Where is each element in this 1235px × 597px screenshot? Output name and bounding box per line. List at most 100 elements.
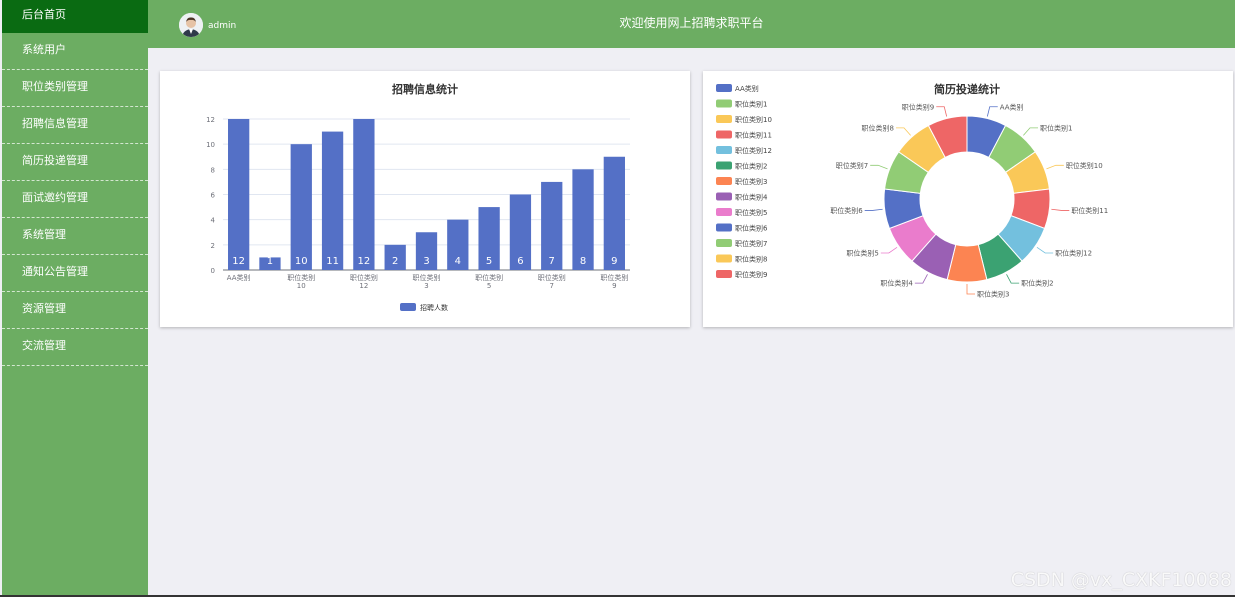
bar-value-label: 10 bbox=[295, 256, 308, 267]
sidebar-item-resources[interactable]: 资源管理 bbox=[2, 292, 148, 329]
sidebar-item-interview-invitations[interactable]: 面试邀约管理 bbox=[2, 181, 148, 218]
sidebar-item-resume-submissions[interactable]: 简历投递管理 bbox=[2, 144, 148, 181]
legend-swatch[interactable] bbox=[716, 115, 732, 123]
pie-slice-label: 职位类别4 bbox=[880, 279, 913, 288]
legend-label[interactable]: 职位类别3 bbox=[735, 177, 767, 186]
x-tick-label: AA类别 bbox=[227, 273, 251, 282]
sidebar-item-home[interactable]: 后台首页 bbox=[2, 0, 148, 33]
legend-swatch[interactable] bbox=[716, 192, 732, 201]
x-tick-label: 5 bbox=[487, 282, 491, 290]
legend-label[interactable]: 职位类别11 bbox=[735, 131, 772, 140]
bar[interactable] bbox=[353, 119, 375, 270]
legend-swatch[interactable] bbox=[716, 177, 732, 185]
bar[interactable] bbox=[384, 244, 406, 270]
pie-slice-label: 职位类别10 bbox=[1066, 161, 1103, 170]
bar-value-label: 8 bbox=[580, 256, 586, 267]
username-label[interactable]: admin bbox=[208, 21, 237, 31]
pie-label-line bbox=[896, 127, 911, 136]
bar[interactable] bbox=[228, 119, 250, 270]
bar[interactable] bbox=[290, 144, 312, 270]
legend-swatch[interactable] bbox=[716, 254, 732, 263]
sidebar-item-job-postings[interactable]: 招聘信息管理 bbox=[2, 107, 148, 144]
x-tick-label: 7 bbox=[549, 282, 553, 290]
resume-submissions-chart-card: 简历投递统计 AA类别 职位类别1 职位类别10 职位类别11 职位类别12 职位类别2 职… bbox=[703, 71, 1233, 327]
bar-value-label: 12 bbox=[358, 256, 371, 267]
pie-slice-label: AA类别 bbox=[1000, 102, 1024, 111]
bar[interactable] bbox=[478, 207, 500, 270]
legend-swatch[interactable] bbox=[716, 84, 732, 92]
legend-swatch[interactable] bbox=[716, 99, 732, 108]
legend-swatch[interactable] bbox=[716, 161, 732, 170]
legend-label[interactable]: 职位类别12 bbox=[735, 146, 772, 155]
sidebar-item-job-categories[interactable]: 职位类别管理 bbox=[2, 70, 148, 107]
legend-swatch[interactable] bbox=[716, 146, 732, 154]
pie-label-line bbox=[986, 106, 998, 117]
sidebar-item-system-management[interactable]: 系统管理 bbox=[2, 218, 148, 255]
bar[interactable] bbox=[321, 131, 344, 270]
bar[interactable] bbox=[415, 232, 438, 270]
bar[interactable] bbox=[259, 257, 281, 270]
pie-label-line bbox=[864, 208, 883, 211]
pie-slice[interactable] bbox=[927, 115, 968, 159]
pie-slice-label: 职位类别2 bbox=[1021, 279, 1053, 288]
bar[interactable] bbox=[572, 169, 594, 270]
sidebar-item-system-users[interactable]: 系统用户 bbox=[2, 33, 148, 70]
pie-slice-label: 职位类别1 bbox=[1040, 123, 1072, 132]
pie-chart: 简历投递统计 AA类别职位类别1职位类别10职位类别11职位类别12职位类别2职… bbox=[716, 82, 1108, 299]
legend-label[interactable]: 职位类别6 bbox=[735, 224, 768, 233]
legend-label[interactable]: 职位类别2 bbox=[735, 162, 767, 171]
pie-slice-label: 职位类别6 bbox=[830, 206, 863, 215]
legend-swatch[interactable] bbox=[716, 223, 732, 232]
user-avatar[interactable] bbox=[179, 13, 203, 37]
bar[interactable] bbox=[603, 156, 625, 270]
bar-chart-title: 招聘信息统计 bbox=[392, 82, 458, 96]
legend-label[interactable]: AA类别 bbox=[735, 84, 759, 93]
bar-value-label: 11 bbox=[326, 256, 339, 267]
legend-label[interactable]: 职位类别1 bbox=[735, 100, 767, 109]
x-tick-label: 12 bbox=[359, 282, 368, 290]
pie-slice-label: 职位类别12 bbox=[1055, 248, 1092, 257]
y-tick-label: 4 bbox=[211, 217, 216, 225]
legend-swatch[interactable] bbox=[716, 208, 732, 216]
pie-label-line bbox=[1051, 208, 1070, 211]
pie-label-line bbox=[966, 284, 975, 295]
legend-label[interactable]: 招聘人数 bbox=[420, 303, 448, 312]
bar-value-label: 1 bbox=[267, 256, 273, 267]
x-tick-label: 职位类别 bbox=[413, 273, 441, 282]
legend-swatch[interactable] bbox=[716, 239, 732, 247]
y-tick-label: 12 bbox=[206, 116, 215, 124]
legend-swatch[interactable] bbox=[716, 130, 732, 139]
x-tick-label: 9 bbox=[612, 282, 616, 290]
y-tick-label: 8 bbox=[211, 166, 215, 174]
legend-swatch[interactable] bbox=[716, 270, 732, 278]
x-tick-label: 10 bbox=[297, 282, 306, 290]
pie-slice-label: 职位类别5 bbox=[846, 248, 878, 257]
legend-label[interactable]: 职位类别5 bbox=[735, 208, 767, 217]
x-tick-label: 职位类别 bbox=[600, 273, 628, 282]
bar-value-label: 4 bbox=[455, 256, 461, 267]
sidebar-item-announcements[interactable]: 通知公告管理 bbox=[2, 255, 148, 292]
top-header: admin 欢迎使用网上招聘求职平台 bbox=[148, 0, 1235, 48]
legend-label[interactable]: 职位类别4 bbox=[735, 193, 768, 202]
legend-label[interactable]: 职位类别9 bbox=[735, 270, 767, 279]
pie-label-line bbox=[1046, 164, 1064, 170]
bar[interactable] bbox=[541, 181, 563, 270]
bottom-divider bbox=[0, 595, 1235, 597]
y-tick-label: 6 bbox=[211, 192, 216, 200]
pie-label-line bbox=[870, 164, 888, 170]
pie-slice-label: 职位类别11 bbox=[1071, 206, 1108, 215]
bar[interactable] bbox=[509, 194, 532, 271]
y-tick-label: 2 bbox=[211, 242, 215, 250]
legend-label[interactable]: 职位类别7 bbox=[735, 239, 767, 248]
pie-label-line bbox=[1023, 127, 1038, 136]
legend-swatch[interactable] bbox=[400, 303, 416, 311]
sidebar-item-communication[interactable]: 交流管理 bbox=[2, 329, 148, 366]
legend-label[interactable]: 职位类别8 bbox=[735, 255, 767, 264]
pie-label-line bbox=[936, 106, 948, 117]
bar-value-label: 9 bbox=[611, 256, 617, 267]
bar-value-label: 7 bbox=[549, 256, 555, 267]
pie-slice-label: 职位类别3 bbox=[977, 290, 1009, 299]
bar[interactable] bbox=[447, 219, 469, 270]
legend-label[interactable]: 职位类别10 bbox=[735, 115, 772, 124]
x-tick-label: 职位类别 bbox=[350, 273, 378, 282]
